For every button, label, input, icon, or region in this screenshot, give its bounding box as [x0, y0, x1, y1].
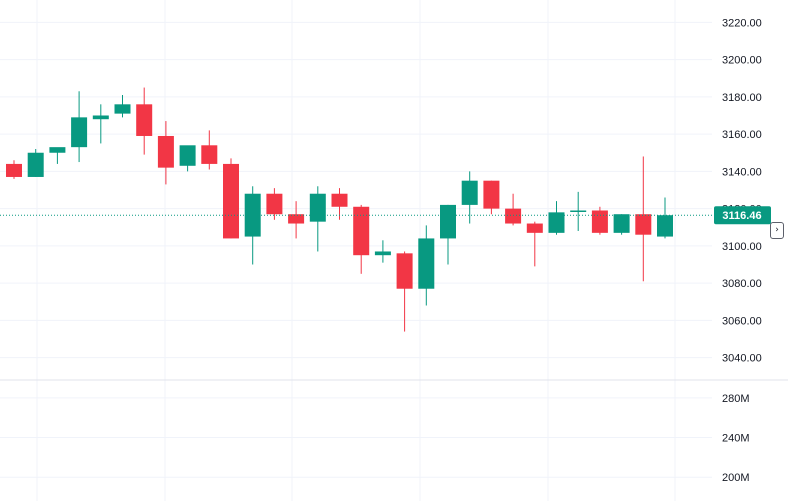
- candle-body: [548, 212, 565, 233]
- candle-body: [288, 214, 305, 224]
- candle-body: [157, 135, 174, 168]
- price-tick-label: 3160.00: [722, 129, 762, 141]
- volume-tick-label: 200M: [722, 472, 750, 484]
- price-tick-label: 3200.00: [722, 55, 762, 67]
- candle[interactable]: [505, 193, 522, 226]
- candle[interactable]: [570, 191, 587, 231]
- candle-body: [613, 214, 630, 233]
- candle-body: [27, 152, 44, 177]
- candle-body: [71, 117, 88, 148]
- candle[interactable]: [418, 225, 435, 306]
- price-tick-label: 3220.00: [722, 17, 762, 29]
- candle[interactable]: [635, 156, 652, 282]
- candle-body: [657, 215, 673, 237]
- candle[interactable]: [92, 104, 109, 144]
- candle[interactable]: [27, 149, 44, 177]
- candle-body: [374, 251, 391, 256]
- candle-body: [223, 163, 239, 239]
- candle-body: [49, 147, 66, 153]
- volume-axis[interactable]: 280M 240M 200M: [722, 393, 750, 484]
- candle[interactable]: [309, 186, 326, 252]
- candle[interactable]: [461, 171, 478, 224]
- price-tick-label: 3060.00: [722, 315, 762, 327]
- candle-body: [266, 193, 283, 215]
- candle[interactable]: [223, 158, 239, 239]
- last-price-tag-background: [714, 206, 771, 225]
- candle[interactable]: [657, 197, 673, 239]
- last-price-tag: 3116.46: [714, 206, 771, 225]
- candle-body: [331, 193, 348, 207]
- candle[interactable]: [591, 206, 608, 235]
- candle-body: [201, 145, 218, 164]
- candle[interactable]: [331, 188, 348, 220]
- last-price-label: 3116.46: [722, 210, 761, 222]
- candle-body: [309, 193, 326, 222]
- candle-body: [635, 214, 652, 235]
- candle-body: [179, 145, 196, 166]
- price-tick-label: 3140.00: [722, 166, 762, 178]
- candle[interactable]: [201, 130, 218, 170]
- candle[interactable]: [353, 204, 370, 274]
- candle-body: [505, 208, 522, 224]
- candle[interactable]: [6, 160, 22, 179]
- chevron-right-icon[interactable]: ›: [770, 222, 784, 239]
- price-tick-label: 3080.00: [722, 278, 762, 290]
- candle-body: [353, 206, 370, 256]
- candle[interactable]: [266, 188, 283, 220]
- candle[interactable]: [157, 121, 174, 185]
- price-tick-label: 3100.00: [722, 241, 762, 253]
- candle-body: [92, 115, 109, 120]
- candle[interactable]: [613, 214, 630, 235]
- candle-body: [440, 204, 456, 239]
- candle[interactable]: [374, 240, 391, 263]
- candle-body: [526, 223, 543, 233]
- candle-body: [6, 163, 22, 177]
- volume-tick-label: 240M: [722, 433, 750, 445]
- candle-body: [591, 210, 608, 233]
- candle-body: [483, 180, 500, 209]
- candle[interactable]: [136, 87, 153, 155]
- candle[interactable]: [49, 147, 66, 164]
- price-tick-label: 3180.00: [722, 92, 762, 104]
- volume-tick-label: 280M: [722, 393, 750, 405]
- candle-body: [418, 238, 435, 289]
- candle-body: [570, 210, 587, 212]
- candle-body: [136, 104, 153, 136]
- candle[interactable]: [548, 201, 565, 235]
- candle[interactable]: [71, 91, 88, 163]
- candle[interactable]: [396, 251, 413, 332]
- candle-body: [396, 253, 413, 289]
- candle[interactable]: [114, 95, 131, 118]
- candle-body: [114, 104, 131, 114]
- candle[interactable]: [288, 201, 305, 239]
- candle[interactable]: [483, 180, 500, 215]
- candle[interactable]: [526, 221, 543, 267]
- candle[interactable]: [179, 145, 196, 172]
- price-tick-label: 3040.00: [722, 353, 762, 365]
- candle-body: [461, 180, 478, 205]
